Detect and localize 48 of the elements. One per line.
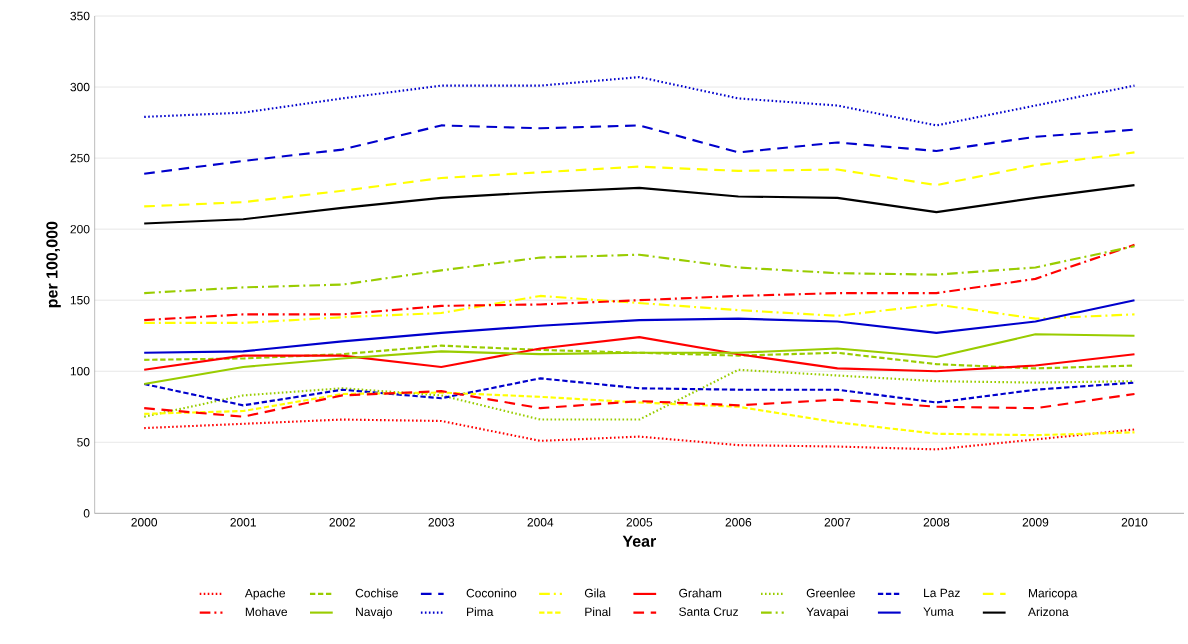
legend-label: Cochise	[355, 588, 398, 598]
x-tick-label: 2003	[428, 518, 455, 527]
legend-label: Pima	[467, 607, 494, 617]
line-series	[143, 299, 1136, 354]
line-series	[143, 333, 1136, 386]
y-axis-title: per 100,000	[46, 221, 61, 308]
x-axis-title: Year	[622, 535, 656, 547]
legend-label: Greenlee	[806, 588, 855, 598]
legend-label: Coconino	[466, 588, 517, 598]
legend-label: Pinal	[585, 607, 611, 617]
x-tick-label: 2005	[626, 518, 653, 527]
legend-label: Apache	[244, 588, 286, 600]
x-tick-label: 2008	[923, 518, 950, 527]
line-series	[143, 377, 1136, 407]
legend-label: Santa Cruz	[679, 607, 738, 616]
legend-label: Yuma	[923, 607, 954, 616]
y-tick-label: 250	[70, 153, 90, 163]
line-series	[143, 184, 1136, 225]
line-series	[143, 76, 1136, 127]
x-tick-label: 2009	[1022, 518, 1049, 527]
y-tick-label: 200	[70, 224, 90, 234]
line-series	[143, 336, 1136, 373]
x-tick-label: 2004	[527, 518, 554, 527]
legend-label: Graham	[679, 588, 722, 598]
y-tick-label: 300	[70, 82, 90, 92]
line-series	[143, 245, 1136, 295]
x-tick-label: 2007	[824, 518, 851, 527]
line-series	[143, 391, 1136, 437]
legend-label: Gila	[584, 588, 606, 598]
y-tick-label: 150	[70, 295, 90, 305]
legend-label: Mohave	[245, 607, 288, 617]
legend-label: Yavapai	[806, 607, 848, 619]
legend-label: La Paz	[924, 588, 960, 598]
y-tick-label: 0	[83, 509, 90, 518]
x-tick-label: 2000	[131, 518, 158, 527]
legend-label: Arizona	[1028, 607, 1069, 617]
x-tick-label: 2001	[230, 518, 256, 527]
line-series	[143, 124, 1136, 175]
y-tick-label: 100	[70, 366, 90, 376]
y-tick-label: 350	[70, 11, 90, 21]
line-series	[143, 390, 1136, 418]
x-tick-label: 2006	[725, 518, 752, 527]
line-series	[143, 151, 1136, 208]
y-tick-label: 50	[77, 438, 90, 447]
legend-label: Navajo	[356, 607, 392, 619]
x-tick-label: 2010	[1121, 518, 1148, 527]
legend-label: Maricopa	[1028, 588, 1078, 600]
x-tick-label: 2002	[329, 518, 355, 527]
